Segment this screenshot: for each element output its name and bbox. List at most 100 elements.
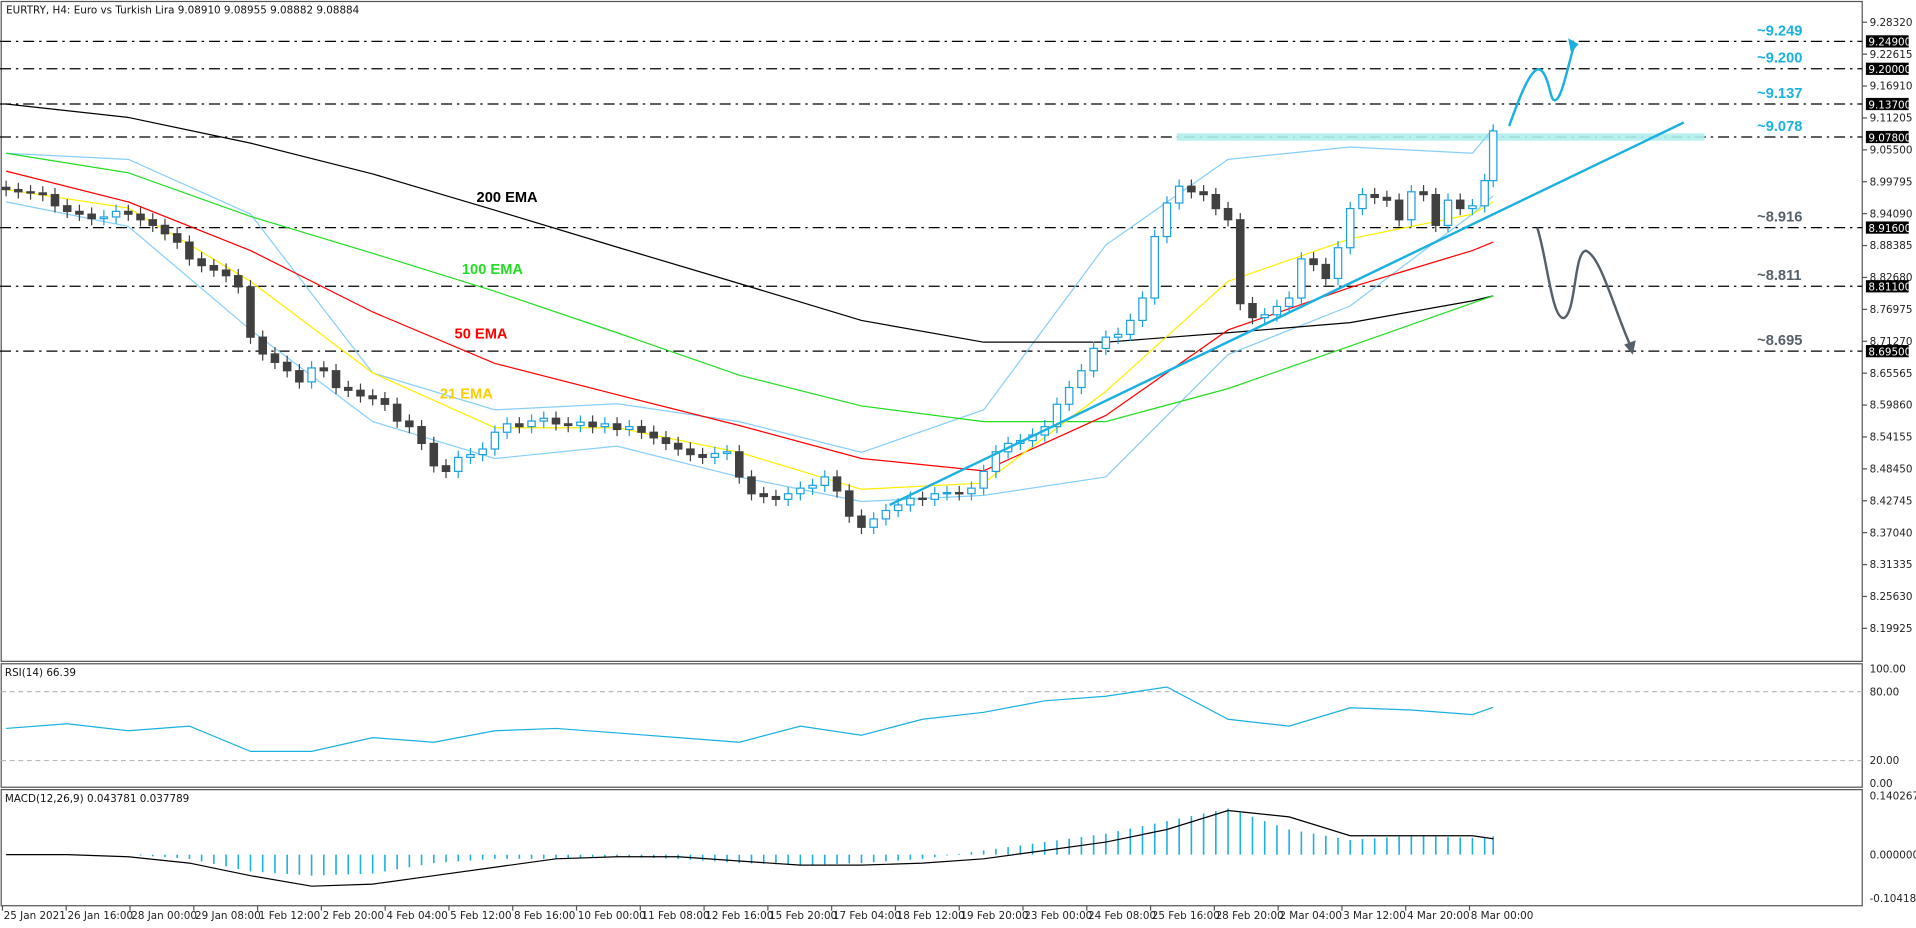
candle-body bbox=[1174, 185, 1184, 204]
rsi-pane[interactable] bbox=[0, 663, 1863, 788]
level-label: ~8.811 bbox=[1757, 268, 1801, 284]
candle bbox=[857, 509, 866, 534]
candle bbox=[319, 361, 329, 378]
candle bbox=[869, 512, 878, 534]
candle bbox=[1309, 252, 1318, 272]
candle bbox=[282, 355, 292, 378]
candle-body bbox=[1235, 219, 1245, 305]
macd-signal-line bbox=[6, 809, 1494, 887]
candle-body bbox=[1333, 247, 1343, 280]
candle bbox=[1150, 229, 1160, 305]
candle-body bbox=[1394, 199, 1404, 221]
candle bbox=[747, 470, 756, 501]
candle-body bbox=[246, 286, 255, 338]
time-tick-label: 19 Feb 20:00 bbox=[960, 910, 1028, 922]
candle-body bbox=[185, 241, 194, 260]
price-tick-label: 8.88385 bbox=[1870, 240, 1913, 252]
price-tick-label: 9.22615 bbox=[1870, 49, 1913, 61]
candle bbox=[1480, 173, 1489, 213]
candle-body bbox=[796, 487, 805, 495]
candle-body bbox=[197, 258, 206, 267]
candle-body bbox=[1, 186, 11, 191]
candle bbox=[343, 380, 353, 398]
ema200-label: 200 EMA bbox=[477, 190, 539, 206]
candle-body bbox=[1113, 333, 1123, 338]
candle-body bbox=[356, 389, 365, 397]
candle bbox=[466, 447, 475, 465]
price-marker bbox=[1865, 130, 1909, 144]
price-marker bbox=[1865, 97, 1909, 111]
time-tick-label: 10 Feb 00:00 bbox=[578, 910, 646, 922]
candle-body bbox=[832, 476, 842, 492]
candle bbox=[1488, 124, 1498, 188]
price-tick-label: 9.28320 bbox=[1870, 17, 1913, 29]
candle-body bbox=[14, 188, 23, 193]
candle bbox=[1064, 380, 1074, 411]
candle bbox=[1077, 364, 1086, 395]
trend-line bbox=[889, 121, 1685, 507]
candle bbox=[1223, 201, 1233, 227]
candle bbox=[710, 446, 720, 465]
candle bbox=[796, 481, 805, 501]
price-tick-label: 8.42745 bbox=[1870, 495, 1913, 507]
price-tick-label: 9.16910 bbox=[1870, 81, 1913, 93]
ema100-label: 100 EMA bbox=[462, 262, 524, 278]
candle bbox=[1431, 187, 1441, 233]
candle-body bbox=[1488, 130, 1498, 182]
price-tick-label: 8.25630 bbox=[1870, 591, 1913, 603]
candle-body bbox=[75, 210, 84, 215]
candle bbox=[1174, 179, 1184, 210]
candle bbox=[515, 417, 524, 434]
candle bbox=[979, 464, 988, 495]
candle bbox=[1101, 330, 1111, 356]
candle-body bbox=[380, 398, 390, 405]
candle bbox=[441, 459, 451, 479]
candle-body bbox=[930, 493, 940, 500]
candle bbox=[405, 414, 414, 434]
candle bbox=[1455, 193, 1465, 216]
price-marker bbox=[1865, 221, 1909, 234]
candle-body bbox=[1284, 297, 1294, 308]
time-tick-label: 3 Mar 12:00 bbox=[1343, 910, 1406, 922]
level-label: ~9.249 bbox=[1757, 23, 1802, 39]
time-tick-label: 18 Feb 12:00 bbox=[897, 910, 965, 922]
candle-body bbox=[918, 497, 927, 501]
candle-body bbox=[258, 336, 267, 355]
price-tick-label: 8.37040 bbox=[1870, 527, 1913, 539]
candle bbox=[1138, 291, 1147, 328]
price-marker-label: 8.91600 bbox=[1868, 223, 1911, 235]
time-tick-label: 23 Feb 00:00 bbox=[1024, 910, 1092, 922]
candle bbox=[221, 263, 231, 283]
candle-body bbox=[1064, 386, 1074, 405]
candle-body bbox=[1101, 336, 1111, 349]
candle bbox=[270, 347, 280, 370]
ema200-line bbox=[6, 103, 1494, 343]
macd-pane[interactable] bbox=[0, 789, 1863, 907]
price-tick-label: 8.65565 bbox=[1870, 368, 1913, 380]
candle bbox=[637, 419, 646, 439]
candle-body bbox=[808, 484, 817, 489]
candle bbox=[417, 419, 426, 451]
bearish-scenario-arrow bbox=[1536, 227, 1632, 346]
candle bbox=[1419, 185, 1428, 202]
candle-body bbox=[124, 210, 133, 215]
candle bbox=[820, 470, 830, 493]
candle-body bbox=[1455, 199, 1465, 210]
candle bbox=[1187, 179, 1196, 199]
candle-body bbox=[539, 417, 549, 422]
candle-body bbox=[1052, 403, 1062, 428]
rsi-tick-label: 0.00 bbox=[1870, 778, 1893, 790]
candle bbox=[172, 227, 182, 249]
candle bbox=[832, 470, 842, 498]
candle-body bbox=[441, 465, 451, 472]
time-tick-label: 28 Jan 00:00 bbox=[131, 910, 197, 922]
candle-body bbox=[710, 452, 720, 459]
level-label: ~9.137 bbox=[1757, 86, 1802, 102]
candle-body bbox=[1345, 207, 1355, 249]
candle bbox=[14, 182, 23, 199]
main-pane[interactable] bbox=[0, 0, 1863, 662]
candle bbox=[783, 487, 793, 507]
candle-body bbox=[1223, 207, 1233, 221]
time-tick-label: 24 Feb 08:00 bbox=[1088, 910, 1156, 922]
